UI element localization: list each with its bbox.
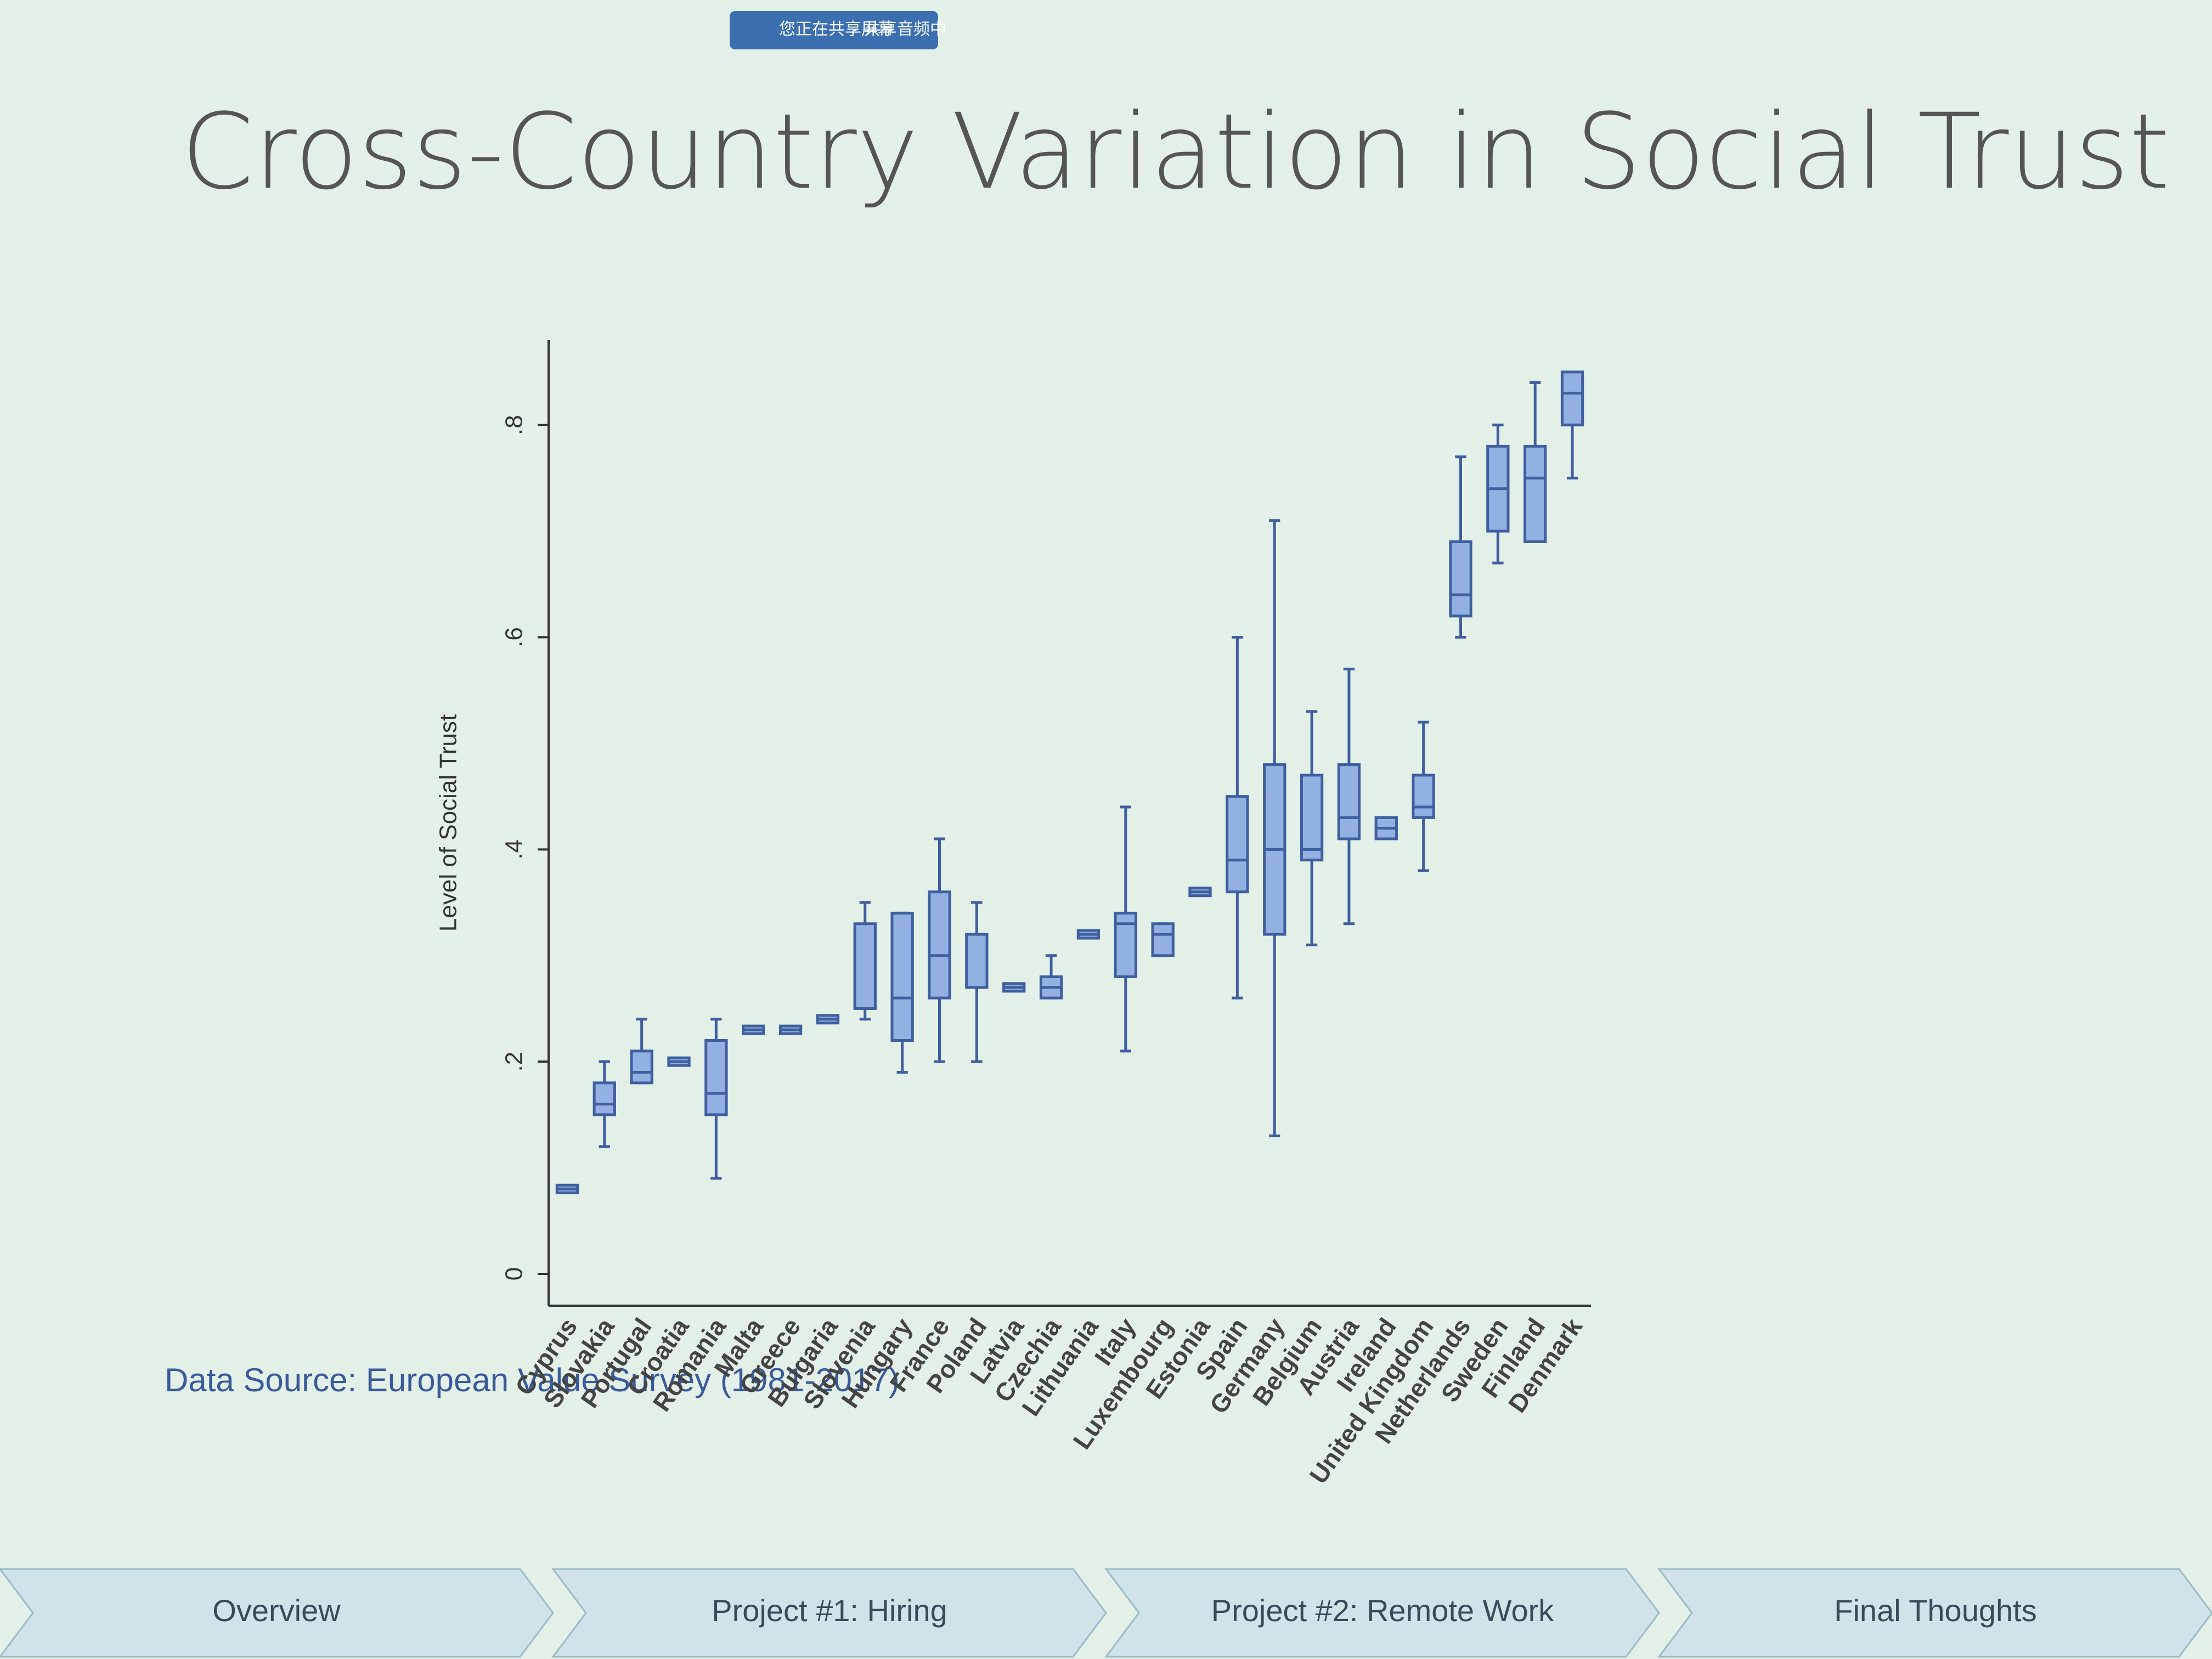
nav-tab-label[interactable]: Final Thoughts: [1834, 1593, 2036, 1628]
nav-tab-label[interactable]: Overview: [212, 1593, 341, 1628]
nav-tab[interactable]: [1104, 1568, 1660, 1658]
y-tick-label: 0: [501, 1267, 528, 1280]
y-axis-label: Level of Social Trust: [435, 714, 462, 932]
slide-title: Cross-Country Variation in Social Trust: [181, 91, 2170, 212]
box: [853, 922, 877, 1010]
nav-tab[interactable]: [1657, 1568, 2212, 1658]
share-audio: 共享音频中: [864, 20, 946, 38]
y-tick-label: .8: [501, 415, 528, 435]
box: [1412, 774, 1435, 819]
box: [592, 1081, 616, 1116]
box: [1226, 795, 1249, 894]
box: [1523, 444, 1547, 543]
box: [704, 1039, 728, 1116]
box: [630, 1049, 653, 1085]
y-tick-label: .4: [501, 839, 528, 860]
box: [1560, 370, 1584, 427]
box: [1151, 922, 1175, 957]
share-banner: [730, 11, 938, 49]
nav-tab-label[interactable]: Project #2: Remote Work: [1211, 1593, 1555, 1628]
share-status: 您正在共享屏幕: [779, 20, 894, 38]
box: [1449, 540, 1472, 618]
box: [965, 933, 989, 989]
y-tick-label: .6: [501, 627, 528, 647]
nav-bar: Overview Project #1: Hiring Project #2: Re…: [0, 1568, 2212, 1658]
box: [928, 890, 951, 1000]
nav-tab[interactable]: [551, 1568, 1107, 1658]
source-note: Data Source: European Value Survey (1981…: [165, 1362, 900, 1398]
box: [1337, 763, 1361, 840]
nav-tab[interactable]: [0, 1568, 554, 1658]
y-tick-label: .2: [501, 1052, 528, 1072]
nav-tab-label[interactable]: Project #1: Hiring: [712, 1593, 947, 1628]
box: [890, 911, 914, 1042]
box: [1300, 774, 1324, 862]
